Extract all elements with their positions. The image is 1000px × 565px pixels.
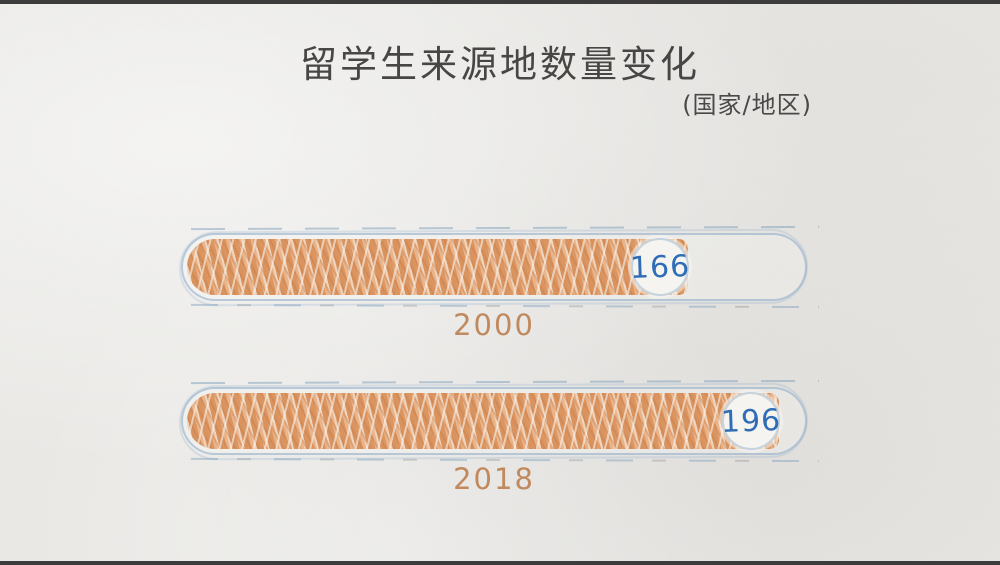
film-strip-bottom: [0, 561, 1000, 565]
chart-title: 留学生来源地数量变化: [300, 43, 700, 86]
bar-row-2018: 196 2018: [181, 379, 820, 496]
bar-fill: 166: [187, 237, 692, 297]
chart-subtitle: (国家/地区): [682, 91, 812, 119]
bar-track: 166: [181, 225, 820, 309]
value-label: 166: [629, 248, 692, 286]
bar-row-2000: 166 2000: [181, 225, 820, 342]
bar-fill: 196: [187, 391, 782, 451]
value-badge: 196: [719, 391, 782, 451]
category-label: 2000: [453, 308, 535, 342]
category-label: 2018: [453, 462, 535, 496]
value-badge: 166: [629, 237, 692, 297]
bar-track: 196: [181, 379, 820, 463]
sketch-stroke: [190, 225, 820, 231]
sketch-stroke: [190, 379, 820, 385]
value-label: 196: [719, 402, 782, 440]
film-strip-top: [0, 0, 1000, 4]
